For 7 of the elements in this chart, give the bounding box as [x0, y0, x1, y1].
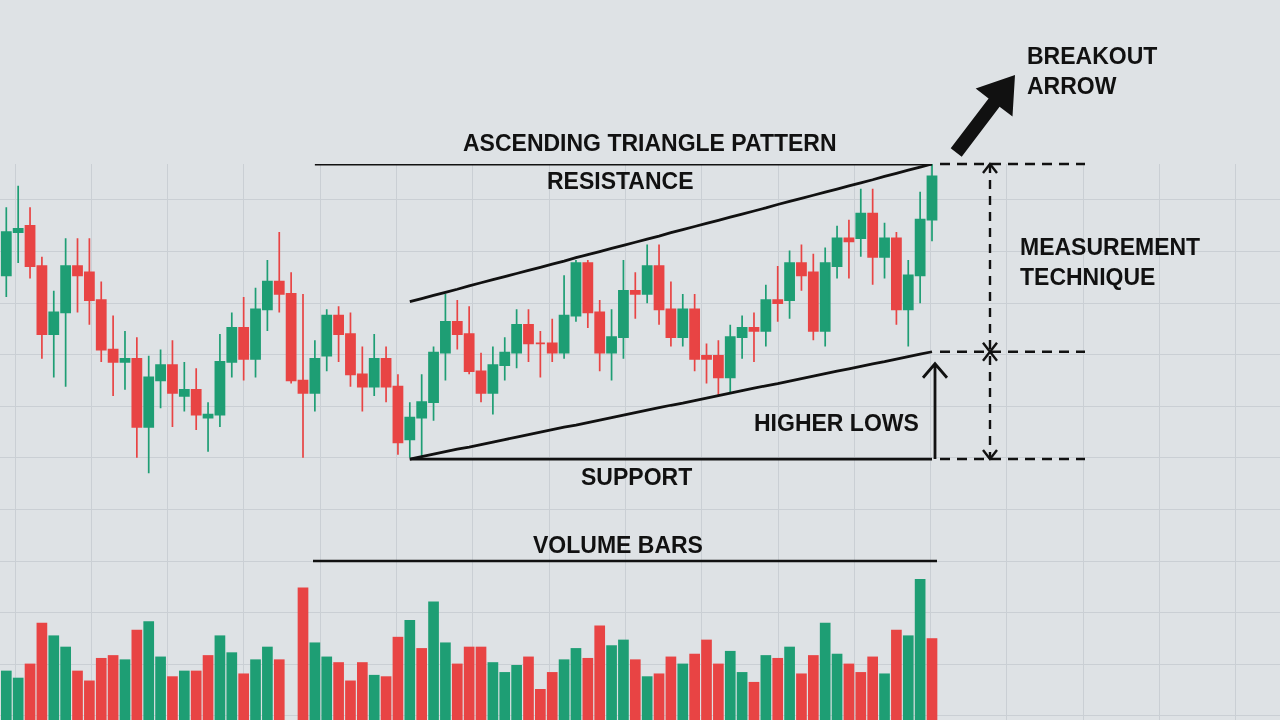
- text: BREAKOUT ARROW: [1027, 43, 1158, 99]
- text: MEASUREMENT TECHNIQUE: [1020, 234, 1201, 290]
- annotation: RESISTANCE: [547, 168, 694, 194]
- annotation: SUPPORT: [581, 464, 693, 490]
- chart-title: ASCENDING TRIANGLE PATTERN: [463, 130, 837, 156]
- chart-title: VOLUME BARS: [533, 532, 703, 558]
- annotation: HIGHER LOWS: [754, 410, 919, 436]
